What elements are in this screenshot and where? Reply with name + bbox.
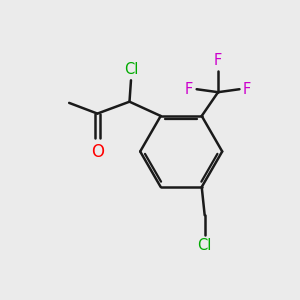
Text: F: F bbox=[214, 53, 222, 68]
Text: Cl: Cl bbox=[124, 62, 138, 77]
Text: F: F bbox=[185, 82, 193, 97]
Text: Cl: Cl bbox=[197, 238, 212, 253]
Text: O: O bbox=[91, 143, 104, 161]
Text: F: F bbox=[243, 82, 251, 97]
